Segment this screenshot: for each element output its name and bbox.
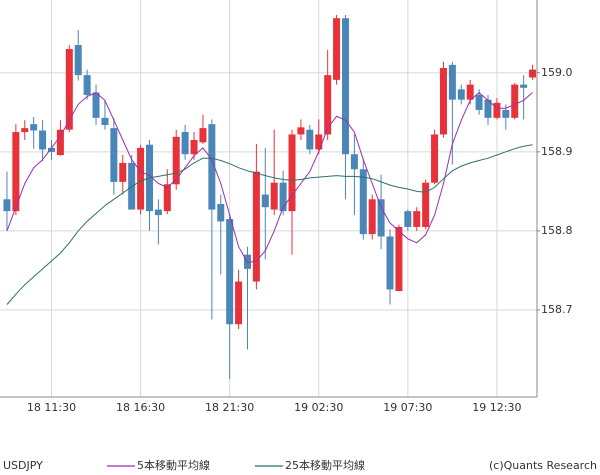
candle-body [395,226,403,292]
y-tick-label: 158.9 [541,145,573,158]
x-tick-label: 18 11:30 [27,401,76,414]
credit: (c)Quants Research [489,459,597,472]
candle-body [475,94,483,110]
candle-body [341,18,349,155]
candle-body [3,199,11,212]
candle-body [484,99,492,118]
candle-body [74,45,82,76]
candle-body [386,236,394,290]
candle-body [529,69,537,78]
candle-body [235,281,243,325]
candle-body [511,84,519,118]
symbol: USDJPY [3,459,43,472]
candle-body [101,117,109,125]
candle-body [520,84,528,88]
candle-body [404,211,412,227]
x-tick-label: 18 21:30 [205,401,254,414]
y-tick-label: 158.8 [541,224,573,237]
candle-body [199,128,207,143]
candle-body [466,84,474,100]
candle-body [217,204,225,222]
candle-body [502,109,510,118]
candle-body [439,68,447,135]
candle-body [279,182,287,212]
candle-body [368,199,376,235]
candle-body [422,182,430,227]
candle-body [288,134,296,212]
candle-body [172,136,180,185]
candle-body [252,171,260,282]
candle-body [359,169,367,235]
candle-body [119,162,127,182]
candle-body [261,194,269,208]
x-tick-label: 18 16:30 [116,401,165,414]
candle-body [21,128,29,133]
candle-body [493,102,501,118]
candle-body [56,129,64,156]
candle-body [324,75,332,135]
candle-body [47,147,55,152]
legend-label: 5本移動平均線 [137,458,210,472]
candle-body [39,130,47,150]
candle-body [181,132,189,155]
candle-body [306,129,314,150]
candle-body [315,134,323,150]
candle-body [457,89,465,100]
candle-body [297,127,305,135]
candle-body [431,134,439,183]
candle-body [226,219,234,325]
x-tick-label: 19 12:30 [472,401,521,414]
legend-label: 25本移動平均線 [285,458,365,472]
candle-body [448,64,456,100]
candle-body [163,184,171,212]
x-tick-label: 19 07:30 [383,401,432,414]
candle-body [270,182,278,210]
y-tick-label: 159.0 [541,66,573,79]
candle-body [83,75,91,95]
candle-body [413,211,421,227]
y-tick-label: 158.7 [541,303,573,316]
candle-body [92,92,100,118]
candle-body [377,199,385,237]
candle-body [350,154,358,170]
ma-line [6,144,533,305]
candle-body [110,128,118,182]
candle-body [190,139,198,155]
candle-body [154,209,162,216]
candle-body [137,147,145,210]
candle-body [65,49,73,130]
candle-body [333,18,341,80]
x-tick-label: 19 02:30 [294,401,343,414]
candle-body [30,124,38,131]
candle-body [12,132,20,212]
candle-body [208,124,216,210]
